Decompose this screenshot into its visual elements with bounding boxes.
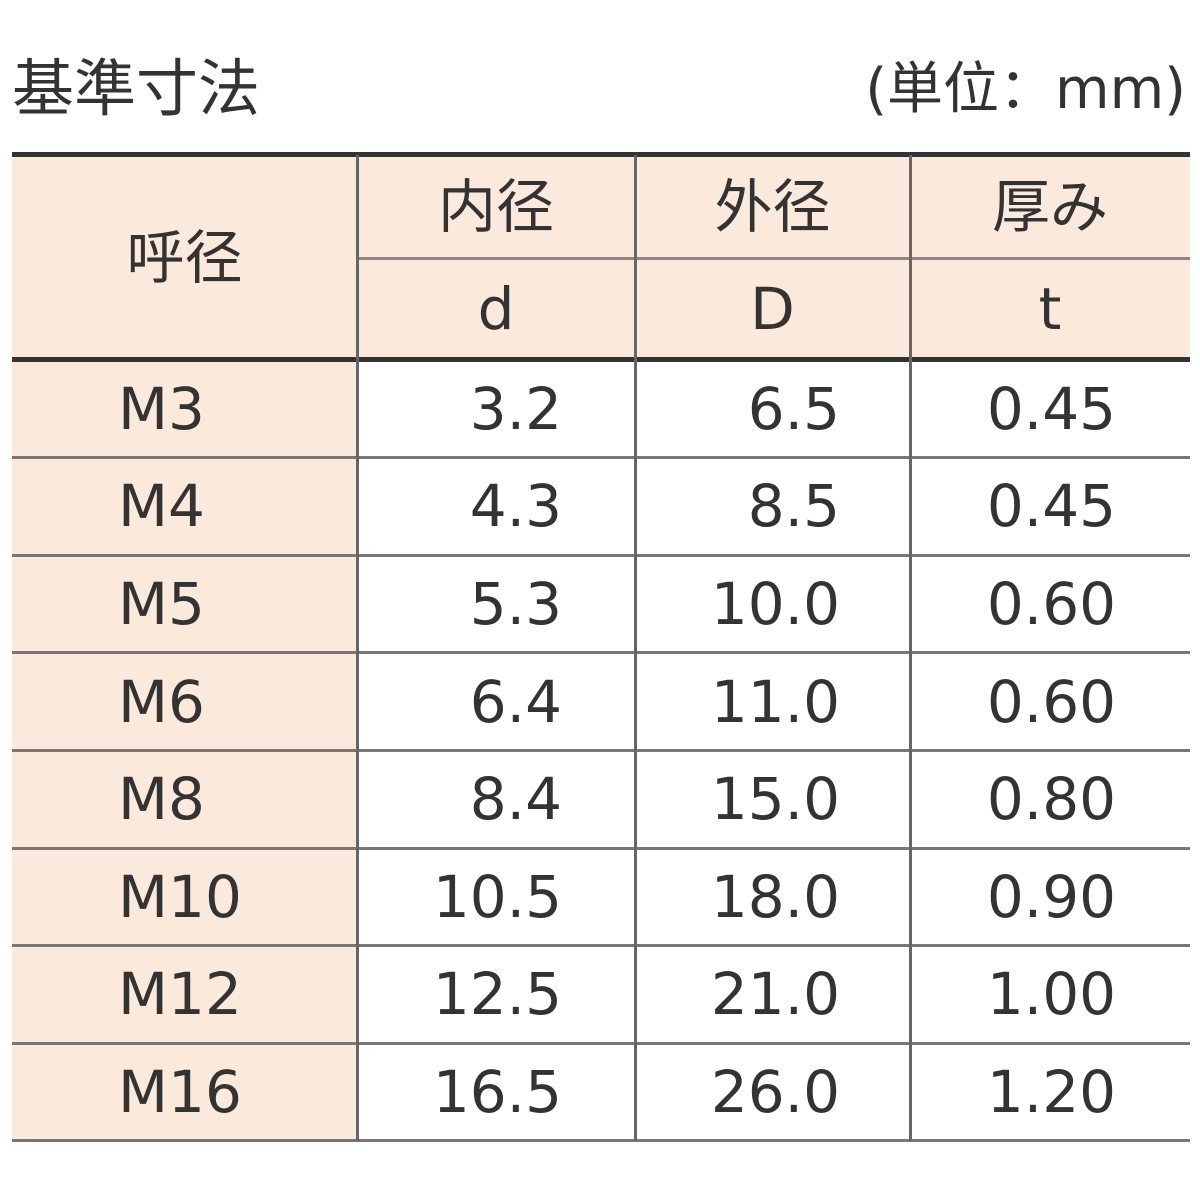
col-rule <box>909 155 912 1141</box>
column-symbol: D <box>750 275 795 343</box>
row-rule <box>12 651 1190 655</box>
header-rule <box>12 357 1190 362</box>
cell-value: 12.5 <box>432 960 562 1029</box>
cell-value: 10.0 <box>710 570 840 638</box>
row-rule <box>12 1139 1190 1143</box>
column-label: 厚み <box>991 172 1108 241</box>
cell-value: 18.0 <box>710 862 840 931</box>
cell-value: 11.0 <box>710 667 840 736</box>
cell-value: 8.5 <box>747 472 840 541</box>
row-label: M12 <box>118 960 242 1029</box>
top-rule <box>12 152 1190 157</box>
col-rule <box>634 155 637 1141</box>
row-rule <box>12 748 1190 752</box>
cell-value: 0.60 <box>986 570 1116 638</box>
cell-value: 1.20 <box>986 1058 1116 1126</box>
column-symbol: d <box>477 275 515 343</box>
cell-value: 6.5 <box>747 374 840 443</box>
row-rule <box>12 553 1190 557</box>
cell-value: 26.0 <box>710 1058 840 1126</box>
sub-rule <box>357 257 1190 260</box>
row-rule <box>12 456 1190 460</box>
cell-value: 0.80 <box>986 765 1116 834</box>
cell-value: 1.00 <box>986 960 1116 1029</box>
row-rule <box>12 944 1190 948</box>
row-rule <box>12 846 1190 850</box>
cell-value: 0.90 <box>986 862 1116 931</box>
cell-value: 4.3 <box>469 472 562 541</box>
cell-value: 3.2 <box>469 374 562 443</box>
cell-value: 5.3 <box>469 570 562 638</box>
column-label: 外径 <box>714 172 831 241</box>
cell-value: 0.60 <box>986 667 1116 736</box>
row-rule <box>12 1041 1190 1045</box>
column-label: 内径 <box>437 172 554 241</box>
cell-value: 0.45 <box>986 472 1116 541</box>
column-symbol: t <box>1038 275 1062 343</box>
row-label: M8 <box>118 765 205 834</box>
row-label: M4 <box>118 472 205 541</box>
row-label: M5 <box>118 570 205 638</box>
cell-value: 15.0 <box>710 765 840 834</box>
row-label: M10 <box>118 862 242 931</box>
unit: (単位：mm) <box>865 57 1186 122</box>
cell-value: 16.5 <box>432 1058 562 1126</box>
cell-value: 0.45 <box>986 374 1116 443</box>
cell-value: 10.5 <box>432 862 562 931</box>
row-label: M3 <box>118 374 205 443</box>
cell-value: 21.0 <box>710 960 840 1029</box>
row-label: M6 <box>118 667 205 736</box>
row-label: M16 <box>118 1058 242 1126</box>
cell-value: 6.4 <box>469 667 562 736</box>
cell-value: 8.4 <box>469 765 562 834</box>
corner-label: 呼径 <box>126 223 243 292</box>
col-rule <box>356 155 359 1141</box>
title: 基準寸法 <box>12 52 261 125</box>
